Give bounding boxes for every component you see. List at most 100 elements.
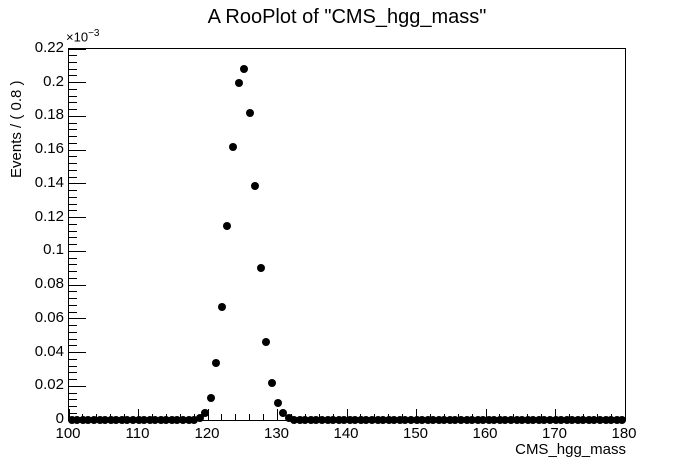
y-axis-title: Events / ( 0.8 ) — [8, 80, 25, 178]
data-point — [295, 416, 304, 424]
data-point — [462, 416, 471, 424]
data-point — [301, 416, 310, 424]
y-minor-tick — [69, 412, 77, 414]
data-point — [451, 416, 460, 424]
chart-title: A RooPlot of "CMS_hgg_mass" — [207, 6, 487, 28]
y-minor-tick — [69, 163, 77, 165]
data-point — [73, 416, 82, 424]
data-point — [78, 416, 87, 424]
data-point — [117, 416, 126, 424]
y-minor-tick — [69, 372, 77, 374]
y-minor-tick — [69, 271, 77, 273]
y-minor-tick — [69, 237, 77, 239]
plot-frame — [67, 48, 627, 424]
x-minor-tick — [263, 414, 265, 420]
data-point — [529, 416, 538, 424]
x-tick-label: 180 — [611, 425, 637, 442]
x-major-tick — [277, 409, 278, 420]
data-point — [501, 416, 510, 424]
data-point — [84, 416, 93, 424]
x-major-tick — [138, 409, 139, 420]
data-point — [106, 416, 115, 424]
y-minor-tick — [69, 196, 77, 198]
y-tick-label: 0 — [55, 410, 64, 427]
data-point — [512, 416, 521, 424]
data-point — [151, 416, 160, 424]
y-major-tick — [69, 82, 86, 84]
data-point — [240, 65, 249, 74]
y-minor-tick — [69, 304, 77, 306]
y-major-tick — [69, 217, 86, 219]
x-tick-label: 120 — [194, 425, 220, 442]
data-point — [140, 416, 149, 424]
data-point — [251, 181, 260, 190]
y-tick-label: 0.14 — [34, 173, 64, 191]
y-minor-tick — [69, 277, 77, 279]
y-minor-tick — [69, 406, 77, 407]
data-point — [495, 416, 504, 424]
y-major-tick — [69, 250, 86, 252]
data-point — [312, 416, 321, 424]
y-tick-label: 0.1 — [43, 241, 64, 259]
data-point — [362, 416, 371, 424]
data-point — [345, 416, 354, 424]
data-point — [562, 416, 571, 424]
data-point — [490, 416, 499, 424]
data-point — [612, 416, 621, 424]
data-point — [551, 416, 560, 424]
data-point — [545, 416, 554, 424]
y-minor-tick — [69, 122, 77, 124]
y-minor-tick — [69, 95, 77, 97]
y-minor-tick — [69, 55, 77, 57]
y-axis-exponent-label: ×10−3 — [66, 28, 99, 44]
data-point — [340, 416, 349, 424]
y-minor-tick — [69, 176, 77, 178]
y-tick-label: 0.04 — [34, 342, 64, 360]
y-major-tick — [69, 115, 86, 117]
data-point — [390, 416, 399, 424]
x-tick-label: 150 — [402, 425, 429, 442]
data-point — [379, 416, 388, 424]
y-minor-tick — [69, 223, 77, 225]
x-minor-tick — [235, 414, 237, 420]
y-tick-label: 0.02 — [34, 376, 64, 394]
data-point — [195, 414, 204, 423]
y-minor-tick — [69, 325, 77, 327]
x-minor-tick — [221, 414, 223, 420]
y-minor-tick — [69, 190, 77, 192]
x-major-tick — [68, 409, 70, 420]
data-point — [123, 416, 132, 424]
y-exponent-base: ×10 — [66, 29, 89, 45]
data-point — [395, 416, 404, 424]
data-point — [456, 416, 465, 424]
data-point — [523, 416, 532, 424]
data-point — [429, 416, 438, 424]
y-minor-tick — [69, 338, 77, 340]
y-minor-tick — [69, 358, 77, 360]
data-point — [306, 416, 315, 424]
data-point — [590, 416, 599, 424]
y-tick-label: 0.06 — [34, 308, 64, 326]
data-point — [356, 416, 365, 424]
y-minor-tick — [69, 156, 77, 158]
data-point — [334, 416, 343, 424]
data-point — [540, 416, 549, 424]
data-point — [67, 416, 76, 424]
data-point — [351, 416, 360, 424]
data-point — [584, 416, 593, 424]
data-point — [267, 378, 276, 387]
y-major-tick — [69, 183, 86, 185]
data-point — [534, 416, 543, 424]
data-point — [290, 416, 299, 424]
data-point — [618, 416, 627, 424]
data-point — [418, 416, 427, 424]
data-point — [162, 416, 171, 424]
data-point — [206, 394, 215, 403]
x-minor-tick — [249, 414, 251, 420]
data-point — [156, 416, 165, 424]
y-minor-tick — [69, 88, 77, 90]
data-point — [579, 416, 588, 424]
y-minor-tick — [69, 68, 77, 70]
x-major-tick — [624, 409, 626, 420]
data-point — [401, 416, 410, 424]
